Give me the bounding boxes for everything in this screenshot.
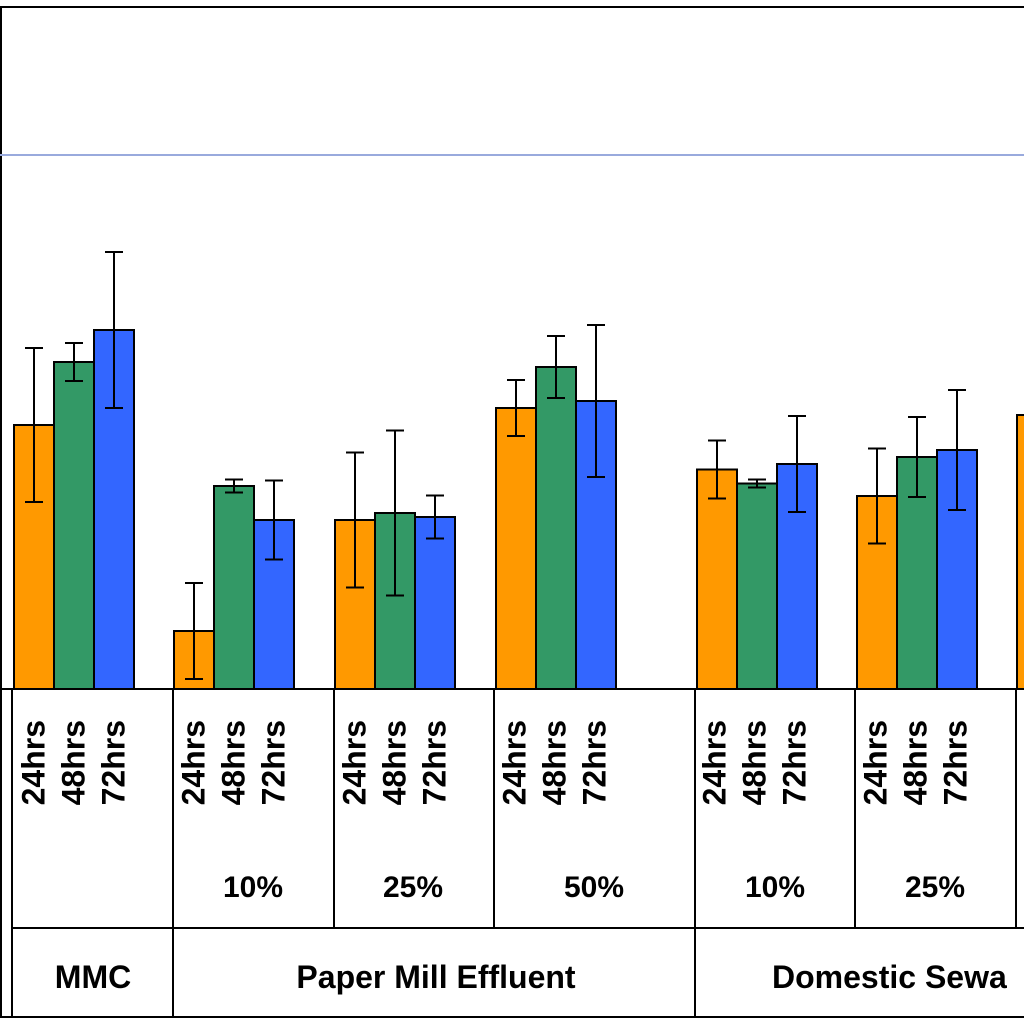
error-bar-3-24hrs bbox=[346, 451, 364, 589]
level-label-ds-25: 25% bbox=[905, 871, 965, 904]
tick-label-2-48hrs: 48hrs bbox=[215, 720, 251, 805]
error-bar-1-24hrs bbox=[25, 347, 43, 503]
bar-4-24hrs bbox=[495, 407, 537, 690]
error-bar-1-72hrs bbox=[105, 251, 123, 409]
error-bar-4-72hrs bbox=[587, 324, 605, 478]
tick-label-5-48hrs: 48hrs bbox=[736, 720, 772, 805]
tick-label-3-72hrs: 72hrs bbox=[416, 720, 452, 805]
tick-label-4-24hrs: 24hrs bbox=[496, 720, 532, 805]
error-bar-5-72hrs bbox=[788, 415, 806, 513]
tick-label-3-48hrs: 48hrs bbox=[376, 720, 412, 805]
bar-5-24hrs bbox=[696, 468, 738, 690]
tick-label-5-72hrs: 72hrs bbox=[776, 720, 812, 805]
bar-3-72hrs bbox=[414, 516, 456, 690]
tick-label-4-48hrs: 48hrs bbox=[536, 720, 572, 805]
error-bar-4-48hrs bbox=[547, 335, 565, 399]
error-bar-6-24hrs bbox=[868, 447, 886, 545]
tick-label-6-24hrs: 24hrs bbox=[857, 720, 893, 805]
error-bar-4-24hrs bbox=[507, 379, 525, 437]
error-bar-1-48hrs bbox=[65, 342, 83, 382]
level-label-pme-25: 25% bbox=[383, 871, 443, 904]
category-label-domestic-sewa: Domestic Sewa bbox=[772, 959, 1007, 995]
chart-frame bbox=[0, 6, 1024, 1018]
level-label-ds-10: 10% bbox=[745, 871, 805, 904]
tick-label-5-24hrs: 24hrs bbox=[696, 720, 732, 805]
bar-1-72hrs bbox=[93, 329, 135, 690]
bar-5-48hrs bbox=[736, 482, 778, 690]
error-bar-2-24hrs bbox=[185, 582, 203, 680]
bar-1-48hrs bbox=[53, 361, 95, 690]
category-label-mmc: MMC bbox=[55, 959, 131, 995]
tick-label-2-24hrs: 24hrs bbox=[175, 720, 211, 805]
tick-label-6-48hrs: 48hrs bbox=[897, 720, 933, 805]
tick-label-1-72hrs: 72hrs bbox=[95, 720, 131, 805]
category-label-paper-mill-effluent: Paper Mill Effluent bbox=[296, 959, 575, 995]
level-label-pme-50: 50% bbox=[564, 871, 624, 904]
error-bar-2-48hrs bbox=[225, 478, 243, 494]
tick-label-4-72hrs: 72hrs bbox=[576, 720, 612, 805]
tick-label-1-24hrs: 24hrs bbox=[15, 720, 51, 805]
bars-layer bbox=[13, 251, 1024, 690]
bar-7-24hrs bbox=[1016, 414, 1024, 690]
error-bar-5-48hrs bbox=[748, 478, 766, 489]
tick-label-6-72hrs: 72hrs bbox=[937, 720, 973, 805]
bar-2-48hrs bbox=[213, 485, 255, 690]
tick-labels: 24hrs 48hrs 72hrs 24hrs 48hrs 72hrs 24hrs 48hrs… bbox=[15, 720, 973, 805]
error-bar-2-72hrs bbox=[265, 479, 283, 561]
tick-label-3-24hrs: 24hrs bbox=[336, 720, 372, 805]
level-label-pme-10: 10% bbox=[223, 871, 283, 904]
tick-label-2-72hrs: 72hrs bbox=[255, 720, 291, 805]
bar-4-48hrs bbox=[535, 366, 577, 690]
error-bar-6-48hrs bbox=[908, 416, 926, 498]
error-bar-3-72hrs bbox=[426, 494, 444, 540]
error-bar-3-48hrs bbox=[386, 429, 404, 597]
error-bar-5-24hrs bbox=[708, 439, 726, 500]
tick-label-1-48hrs: 48hrs bbox=[55, 720, 91, 805]
error-bar-6-72hrs bbox=[948, 389, 966, 511]
